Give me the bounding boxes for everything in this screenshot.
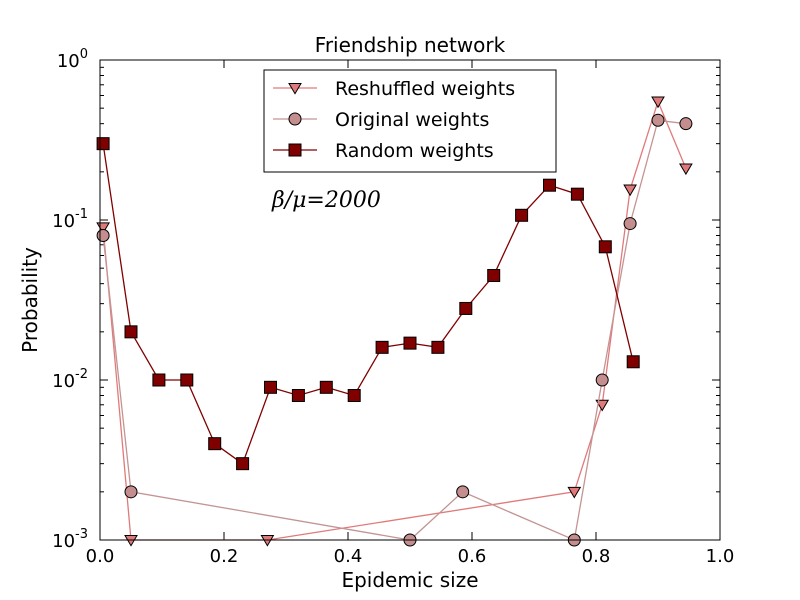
data-point <box>623 184 637 197</box>
data-point <box>595 373 609 387</box>
y-tick-base: 10 <box>52 531 75 552</box>
y-tick-base: 10 <box>57 51 80 72</box>
legend-label: Original weights <box>335 109 489 131</box>
chart-annotation: β/μ=2000 <box>271 188 381 213</box>
y-tick-label: 10-2 <box>52 367 88 392</box>
y-tick-label: 100 <box>57 47 88 72</box>
data-point <box>623 217 637 231</box>
y-tick-base: 10 <box>52 211 75 232</box>
legend-marker <box>288 83 302 95</box>
data-point <box>152 373 166 387</box>
legend-box <box>263 69 557 173</box>
data-point <box>487 268 501 282</box>
data-point <box>598 240 612 254</box>
data-point <box>96 137 110 151</box>
y-tick-label: 10-1 <box>52 207 88 232</box>
y-tick-exponent: -3 <box>75 527 88 542</box>
data-point <box>347 389 361 403</box>
data-point <box>403 336 417 350</box>
data-point <box>679 117 693 131</box>
data-point <box>180 373 194 387</box>
data-point <box>651 96 665 109</box>
data-point <box>264 380 277 394</box>
data-point <box>651 113 665 127</box>
x-tick-label: 0.2 <box>210 546 239 567</box>
data-point <box>319 380 333 394</box>
data-point <box>124 485 138 499</box>
data-point <box>124 535 138 547</box>
y-tick-exponent: -2 <box>75 367 88 382</box>
data-point <box>260 535 275 547</box>
data-point <box>515 208 529 222</box>
y-tick-label: 10-3 <box>52 527 88 552</box>
data-point <box>459 301 473 315</box>
y-tick-exponent: -1 <box>75 207 88 222</box>
legend-marker <box>288 112 302 126</box>
legend-label: Reshuffled weights <box>335 78 515 100</box>
y-tick-exponent: 0 <box>80 47 88 62</box>
x-tick-label: 0.0 <box>86 546 115 567</box>
legend-label: Random weights <box>335 140 494 162</box>
data-point <box>291 389 305 403</box>
y-tick-base: 10 <box>52 371 75 392</box>
data-point <box>679 163 693 176</box>
data-point <box>626 355 640 369</box>
legend: Reshuffled weights Original weights Random… <box>263 69 557 173</box>
x-tick-label: 0.8 <box>582 546 611 567</box>
data-point <box>236 457 250 471</box>
x-tick-label: 0.4 <box>334 546 363 567</box>
x-tick-label: 1.0 <box>706 546 735 567</box>
plot-frame <box>99 59 721 541</box>
legend-marker <box>288 143 302 157</box>
x-tick-label: 0.6 <box>458 546 487 567</box>
data-point <box>570 187 584 201</box>
data-point <box>124 325 138 339</box>
data-point <box>567 486 582 499</box>
data-point <box>208 437 222 451</box>
data-point <box>375 340 389 354</box>
chart-title: Friendship network <box>315 33 506 57</box>
data-point <box>595 399 610 412</box>
x-axis-label: Epidemic size <box>341 568 478 592</box>
data-point <box>431 340 445 354</box>
series-random-weights <box>96 137 640 471</box>
y-axis-label: Probability <box>18 247 42 353</box>
data-point <box>456 485 470 499</box>
data-point <box>96 229 110 243</box>
data-point <box>543 178 556 192</box>
